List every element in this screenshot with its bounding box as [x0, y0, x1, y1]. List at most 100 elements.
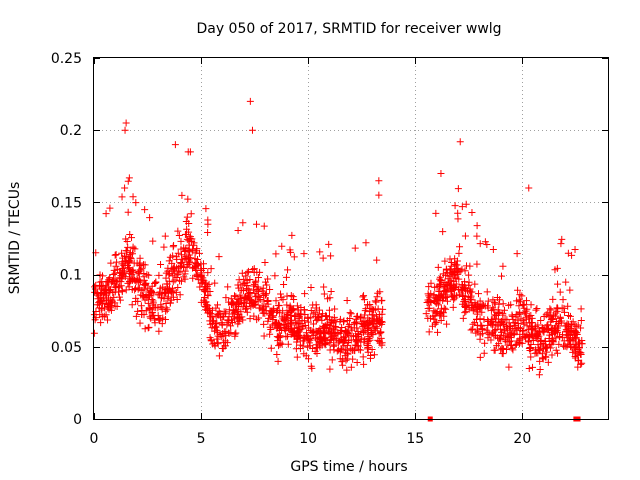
data-point — [204, 282, 212, 290]
data-point — [507, 301, 515, 309]
data-point — [161, 316, 169, 324]
data-point — [129, 193, 137, 201]
data-point — [156, 284, 164, 292]
data-point — [161, 232, 169, 240]
data-point — [121, 252, 129, 260]
data-point — [550, 311, 558, 319]
data-point — [202, 205, 210, 213]
data-point — [504, 341, 512, 349]
data-point — [225, 306, 233, 314]
outlier-point — [375, 177, 383, 185]
data-point — [499, 345, 507, 353]
data-point — [305, 324, 313, 332]
data-point — [507, 332, 515, 340]
data-point — [532, 306, 540, 314]
data-point — [163, 306, 171, 314]
data-point — [565, 311, 573, 319]
data-point — [290, 253, 298, 261]
data-point — [552, 334, 560, 342]
data-point — [352, 332, 360, 340]
data-point — [220, 339, 228, 347]
data-point — [189, 274, 197, 282]
data-point — [566, 343, 574, 351]
data-point — [313, 304, 321, 312]
outlier-point — [122, 119, 130, 127]
data-point — [473, 306, 481, 314]
data-point — [430, 315, 438, 323]
data-point — [495, 334, 503, 342]
data-point — [490, 346, 498, 354]
data-point — [199, 260, 207, 268]
data-point — [456, 243, 464, 251]
data-point — [273, 325, 281, 333]
data-point — [126, 230, 134, 238]
data-point — [300, 317, 308, 325]
data-point — [245, 299, 253, 307]
data-point — [359, 293, 367, 301]
data-point — [469, 320, 477, 328]
data-point — [468, 325, 476, 333]
x-tick-label: 15 — [406, 431, 424, 447]
data-point — [294, 327, 302, 335]
data-point — [144, 284, 152, 292]
data-point — [124, 259, 132, 267]
data-point — [547, 318, 555, 326]
data-point — [227, 295, 235, 303]
data-point — [132, 278, 140, 286]
data-point — [512, 325, 520, 333]
data-point — [169, 243, 177, 251]
data-point — [148, 296, 156, 304]
data-point — [93, 301, 101, 309]
data-point — [434, 263, 442, 271]
data-point — [501, 315, 509, 323]
data-point — [546, 305, 554, 313]
data-point — [363, 319, 371, 327]
data-point — [129, 243, 137, 251]
data-point — [184, 254, 192, 262]
data-point — [484, 304, 492, 312]
data-point — [288, 231, 296, 239]
data-point — [527, 301, 535, 309]
data-point — [131, 245, 139, 253]
data-point — [328, 356, 336, 364]
data-point — [504, 333, 512, 341]
data-point — [518, 292, 526, 300]
data-point — [493, 342, 501, 350]
data-point — [509, 346, 517, 354]
data-point — [154, 291, 162, 299]
data-point — [310, 320, 318, 328]
data-point — [294, 306, 302, 314]
data-point — [501, 336, 509, 344]
data-point — [271, 272, 279, 280]
data-point — [141, 206, 149, 214]
outlier-point — [525, 184, 533, 192]
chart-title: Day 050 of 2017, SRMTID for receiver wwl… — [196, 21, 501, 37]
data-point — [563, 327, 571, 335]
data-point — [360, 360, 368, 368]
data-point — [293, 338, 301, 346]
data-point — [378, 341, 386, 349]
data-point — [227, 329, 235, 337]
data-point — [90, 329, 98, 337]
data-point — [371, 297, 379, 305]
data-point — [110, 271, 118, 279]
data-point — [307, 283, 315, 291]
x-tick-labels: 0 5 10 15 20 — [90, 431, 532, 447]
data-point — [239, 316, 247, 324]
data-point — [266, 285, 274, 293]
data-point — [293, 302, 301, 310]
data-point — [326, 318, 334, 326]
data-point — [267, 344, 275, 352]
data-point — [115, 282, 123, 290]
data-point — [490, 306, 498, 314]
data-point — [538, 354, 546, 362]
x-axis-title: GPS time / hours — [290, 459, 407, 475]
data-point — [498, 318, 506, 326]
data-point — [434, 301, 442, 309]
data-point — [311, 347, 319, 355]
data-point — [155, 327, 163, 335]
data-point — [253, 286, 261, 294]
data-point — [451, 260, 459, 268]
data-point — [254, 274, 262, 282]
data-point — [350, 346, 358, 354]
